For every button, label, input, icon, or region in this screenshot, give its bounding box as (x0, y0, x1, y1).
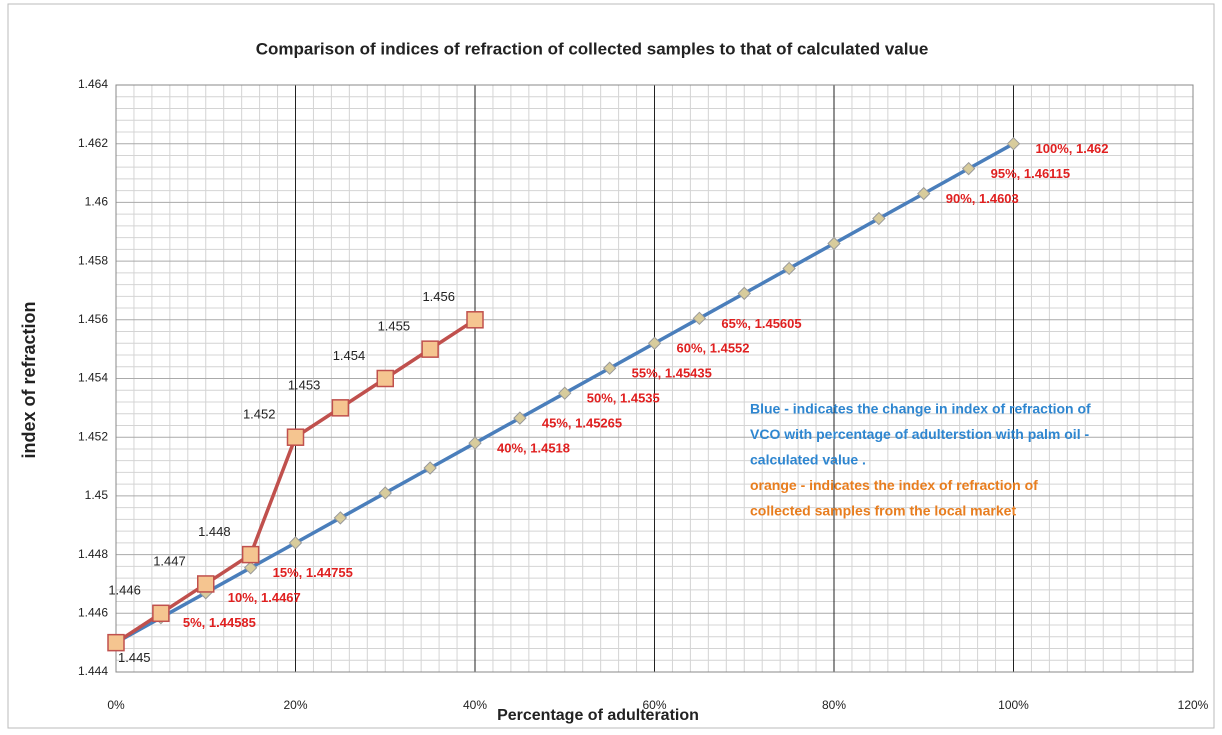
data-label: 90%, 1.4603 (946, 191, 1019, 206)
y-tick-label: 1.464 (78, 77, 108, 91)
x-tick-label: 100% (998, 698, 1029, 712)
point-marker (243, 561, 258, 575)
data-label: 100%, 1.462 (1036, 141, 1109, 156)
y-tick-label: 1.454 (78, 371, 108, 385)
point-marker (827, 236, 841, 251)
point-marker (423, 461, 437, 475)
annotation: VCO with percentage of adulterstion with… (750, 426, 1089, 442)
point-marker (376, 369, 394, 388)
point-marker (558, 386, 572, 400)
data-label: 1.455 (378, 319, 411, 334)
data-label: 60%, 1.4552 (677, 341, 750, 356)
data-label: 50%, 1.4535 (587, 391, 660, 406)
point-marker (961, 161, 976, 176)
plot-frame (115, 84, 1194, 673)
chart-title: Comparison of indices of refraction of c… (256, 39, 929, 58)
y-tick-label: 1.456 (78, 312, 108, 326)
x-tick-label: 120% (1178, 698, 1209, 712)
data-label: 45%, 1.45265 (542, 416, 622, 431)
point-marker (872, 211, 886, 226)
point-marker (917, 186, 931, 201)
data-label: 10%, 1.4467 (228, 590, 301, 605)
data-label: 1.447 (153, 553, 186, 568)
point-marker (468, 436, 482, 450)
data-label: 40%, 1.4518 (497, 441, 570, 456)
data-label: 1.446 (108, 583, 141, 598)
data-label: 1.453 (288, 377, 321, 392)
point-marker (421, 340, 439, 358)
point-marker (241, 545, 260, 564)
annotation: collected samples from the local market (750, 503, 1016, 519)
data-label: 65%, 1.45605 (721, 316, 801, 331)
point-marker (378, 486, 392, 500)
point-marker (286, 428, 305, 446)
point-marker (197, 575, 215, 593)
x-axis-label: Percentage of adulteration (497, 707, 699, 724)
annotation: calculated value . (750, 452, 866, 468)
y-axis-label: index of refraction (19, 301, 39, 458)
data-label: 1.452 (243, 407, 276, 422)
x-tick-label: 20% (283, 698, 307, 712)
point-marker (737, 286, 751, 301)
point-marker (331, 399, 350, 417)
annotation: Blue - indicates the change in index of … (750, 401, 1091, 417)
data-label: 55%, 1.45435 (632, 366, 712, 381)
point-marker (333, 511, 348, 525)
y-tick-label: 1.452 (78, 429, 108, 443)
y-tick-label: 1.45 (85, 488, 109, 502)
data-label: 15%, 1.44755 (273, 565, 353, 580)
point-marker (602, 361, 617, 375)
x-tick-label: 0% (107, 698, 125, 712)
point-marker (1006, 136, 1021, 151)
point-marker (692, 311, 707, 326)
annotation: orange - indicates the index of refracti… (750, 477, 1038, 493)
data-label: 1.454 (333, 348, 366, 363)
y-tick-label: 1.444 (78, 664, 108, 678)
point-marker (782, 261, 796, 276)
y-tick-label: 1.462 (78, 136, 108, 150)
data-label: 1.445 (118, 650, 151, 665)
data-label: 5%, 1.44585 (183, 615, 256, 630)
y-tick-label: 1.46 (85, 195, 109, 209)
point-marker (466, 311, 484, 329)
y-tick-label: 1.458 (78, 253, 108, 267)
x-tick-label: 40% (463, 698, 487, 712)
point-marker (647, 336, 662, 350)
data-label: 1.456 (422, 289, 455, 304)
point-marker (107, 633, 125, 652)
y-tick-label: 1.446 (78, 605, 108, 619)
point-marker (288, 536, 303, 550)
x-tick-label: 60% (642, 698, 666, 712)
data-label: 1.448 (198, 524, 231, 539)
point-marker (152, 604, 170, 623)
point-marker (513, 411, 527, 425)
y-tick-label: 1.448 (78, 547, 108, 561)
data-label: 95%, 1.46115 (991, 166, 1071, 181)
x-tick-label: 80% (822, 698, 846, 712)
